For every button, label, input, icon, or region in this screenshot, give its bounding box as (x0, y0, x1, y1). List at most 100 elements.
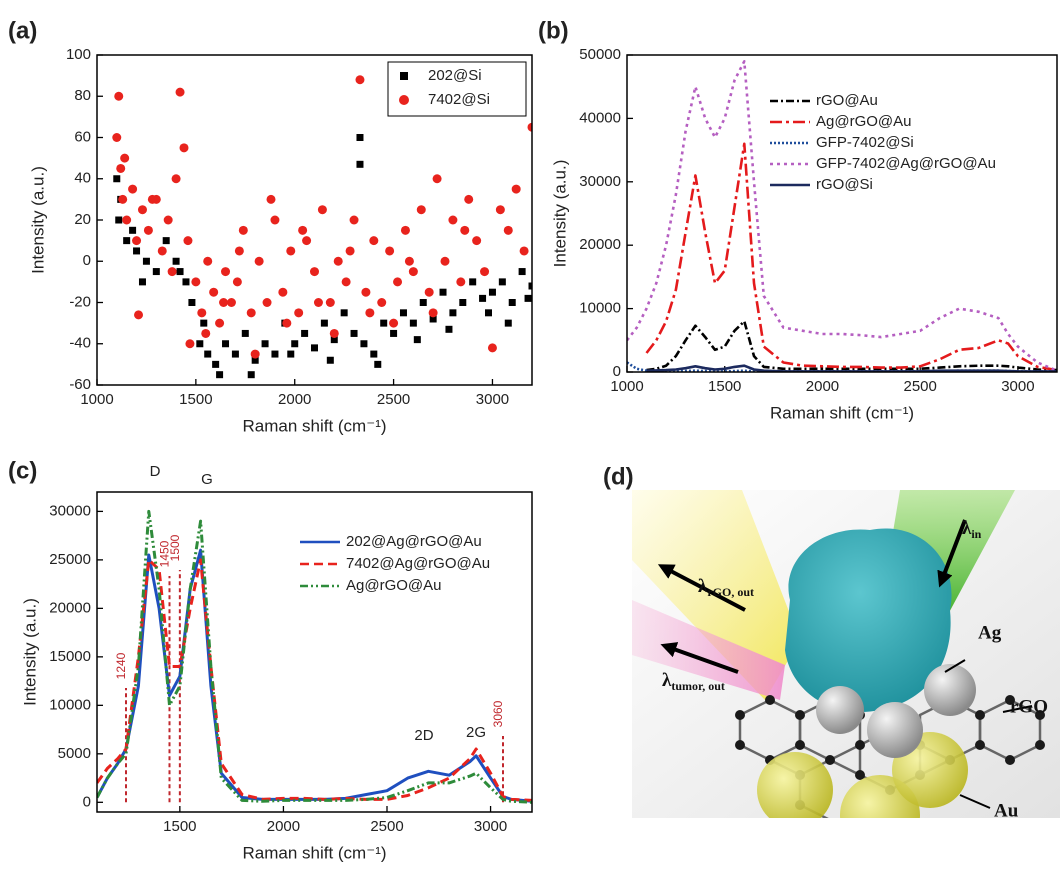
frame (96, 491, 533, 813)
point (123, 237, 131, 245)
reference-label: 1450 (158, 540, 172, 567)
annotation: D (150, 463, 161, 480)
y-axis-title: Intensity (a.u.) (28, 166, 47, 274)
point (137, 205, 147, 215)
point (254, 256, 264, 266)
symbol: λ (698, 576, 708, 597)
point (380, 319, 388, 327)
point (459, 299, 467, 306)
point (143, 225, 153, 235)
series-line (97, 509, 532, 804)
au-particles (757, 732, 968, 818)
point (222, 340, 230, 348)
y-tick-label: 30000 (49, 502, 91, 519)
point (188, 299, 196, 306)
point (209, 287, 219, 297)
x-tick-label: 2500 (370, 818, 403, 835)
point (250, 349, 260, 359)
point (419, 299, 427, 306)
illustration (632, 490, 1060, 818)
y-tick-label: 80 (74, 87, 91, 104)
plot-area (97, 509, 532, 804)
legend-label: 7402@Ag@rGO@Au (346, 555, 490, 572)
y-tick-label: 60 (74, 128, 91, 145)
point (439, 288, 447, 296)
point (171, 174, 181, 184)
reference-label: 3060 (491, 700, 505, 727)
point (238, 225, 248, 235)
point (495, 205, 505, 215)
label-rgo-out: λrGO, out (698, 576, 754, 598)
point (226, 298, 236, 307)
point (385, 246, 395, 256)
x-tick-label: 2000 (806, 378, 839, 395)
point (129, 226, 137, 234)
legend-label: Ag@rGO@Au (816, 113, 911, 130)
point (310, 267, 319, 277)
point (413, 336, 421, 344)
point (118, 194, 128, 204)
chart: (c) Raman shift (cm⁻¹) Intensity (a.u.) 150… (8, 457, 533, 862)
x-tick-label: 3000 (1001, 378, 1034, 395)
point (185, 339, 195, 349)
point (432, 174, 442, 184)
point (162, 237, 170, 245)
y-tick-label: 10000 (49, 696, 91, 713)
point (113, 175, 121, 183)
point (479, 294, 487, 302)
point (196, 340, 204, 348)
x-tick-label: 3000 (476, 391, 509, 408)
protein (785, 528, 952, 712)
point (200, 319, 208, 327)
point (313, 298, 323, 307)
ag-particles (816, 664, 976, 758)
y-tick-label: 15000 (49, 648, 91, 665)
point (286, 246, 296, 256)
x-tick-label: 2500 (377, 391, 410, 408)
y-tick-label: 20000 (49, 599, 91, 616)
label-ag: Ag (978, 622, 1002, 643)
legend-label: rGO@Si (816, 176, 873, 193)
point (134, 310, 144, 320)
point (270, 215, 280, 225)
point (472, 236, 482, 246)
point (298, 225, 308, 235)
legend-label: GFP-7402@Ag@rGO@Au (816, 155, 996, 172)
point (498, 278, 506, 286)
point (197, 308, 207, 318)
legend-marker (399, 95, 409, 105)
point (519, 246, 529, 256)
point (203, 256, 213, 266)
point (356, 160, 364, 168)
panel-label: (c) (8, 457, 37, 484)
y-tick-label: 50000 (579, 46, 621, 63)
point (246, 308, 256, 318)
y-axis-title: Intensity (a.u.) (20, 598, 39, 706)
point (428, 308, 438, 318)
point (172, 257, 180, 265)
point (317, 205, 327, 215)
y-axis-title: Intensity (a.u.) (550, 160, 569, 268)
label-au: Au (994, 800, 1019, 821)
point (524, 294, 532, 302)
point (360, 340, 368, 348)
point (448, 215, 458, 225)
label-tumor-out: λtumor, out (662, 670, 725, 692)
legend-marker (400, 72, 408, 80)
point (183, 236, 193, 246)
point (266, 194, 276, 204)
point (511, 184, 521, 194)
point (157, 246, 167, 256)
x-tick-label: 1500 (708, 378, 741, 395)
y-tick-label: 25000 (49, 551, 91, 568)
y-tick-label: 30000 (579, 173, 621, 190)
point (399, 309, 407, 317)
point (460, 225, 470, 235)
symbol: λ (662, 670, 672, 691)
point (370, 350, 378, 358)
point (504, 319, 512, 327)
y-tick-label: -60 (69, 376, 91, 393)
point (374, 360, 382, 368)
point (232, 277, 242, 287)
point (424, 287, 434, 297)
